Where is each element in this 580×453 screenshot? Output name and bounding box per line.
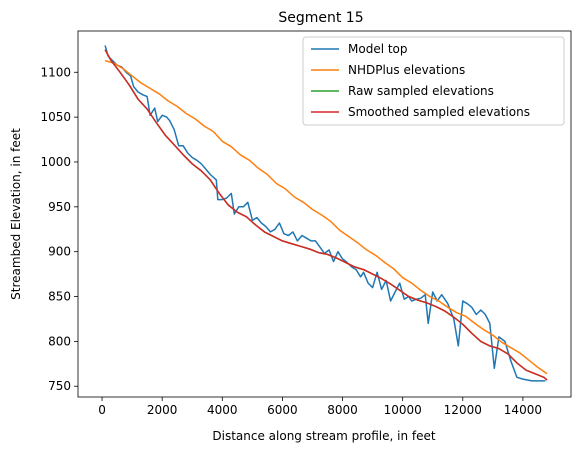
y-tick-label: 1000 xyxy=(40,155,71,169)
x-tick-label: 12000 xyxy=(444,403,482,417)
legend-label: Raw sampled elevations xyxy=(348,84,494,98)
y-tick-label: 950 xyxy=(48,200,71,214)
y-tick-label: 1100 xyxy=(40,65,71,79)
legend-label: NHDPlus elevations xyxy=(348,63,465,77)
x-tick-label: 8000 xyxy=(327,403,358,417)
x-axis-label: Distance along stream profile, in feet xyxy=(212,429,435,443)
x-tick-label: 6000 xyxy=(267,403,298,417)
chart-title: Segment 15 xyxy=(278,10,363,26)
y-tick-label: 750 xyxy=(48,379,71,393)
x-tick-label: 14000 xyxy=(504,403,542,417)
legend-box xyxy=(302,36,565,126)
x-tick-label: 10000 xyxy=(384,403,422,417)
x-tick-label: 0 xyxy=(98,403,106,417)
plot-area xyxy=(104,45,548,382)
y-tick-label: 850 xyxy=(48,290,71,304)
y-axis: 750 800 850 900 950 1000 1050 1100 xyxy=(40,65,78,393)
plot-frame xyxy=(77,30,572,398)
x-tick-label: 4000 xyxy=(207,403,238,417)
y-tick-label: 1050 xyxy=(40,110,71,124)
series-line-0 xyxy=(104,45,546,382)
series-line-1 xyxy=(104,59,548,375)
x-axis: 0 2000 4000 6000 8000 10000 12000 14000 xyxy=(98,397,542,417)
legend-label: Model top xyxy=(348,42,408,56)
y-axis-label: Streambed Elevation, in feet xyxy=(9,128,23,300)
x-tick-label: 2000 xyxy=(147,403,178,417)
y-tick-label: 900 xyxy=(48,245,71,259)
legend-label: Smoothed sampled elevations xyxy=(348,105,530,119)
series-line-3 xyxy=(104,49,548,381)
y-tick-label: 800 xyxy=(48,334,71,348)
legend: Model top NHDPlus elevations Raw sampled e… xyxy=(302,36,565,126)
